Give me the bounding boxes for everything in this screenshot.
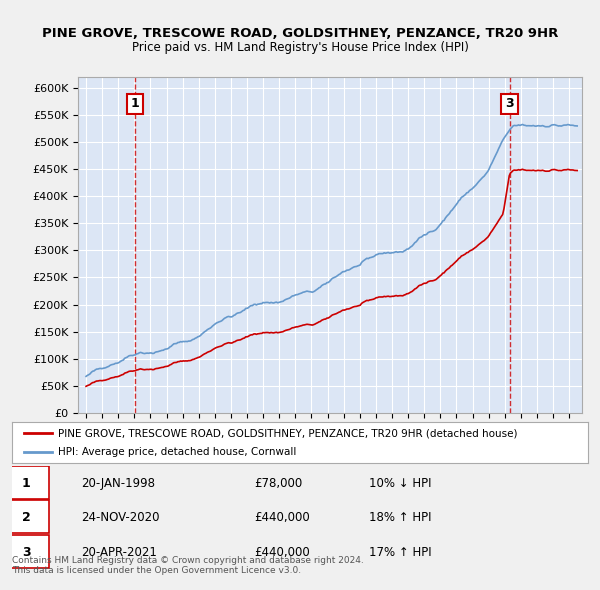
Text: 24-NOV-2020: 24-NOV-2020 xyxy=(81,511,160,525)
Text: £440,000: £440,000 xyxy=(254,546,310,559)
Text: 3: 3 xyxy=(22,546,31,559)
Text: 1: 1 xyxy=(22,477,31,490)
Text: Contains HM Land Registry data © Crown copyright and database right 2024.
This d: Contains HM Land Registry data © Crown c… xyxy=(12,556,364,575)
Text: Price paid vs. HM Land Registry's House Price Index (HPI): Price paid vs. HM Land Registry's House … xyxy=(131,41,469,54)
Text: 18% ↑ HPI: 18% ↑ HPI xyxy=(369,511,431,525)
Text: 3: 3 xyxy=(505,97,514,110)
Text: 20-JAN-1998: 20-JAN-1998 xyxy=(81,477,155,490)
Text: 10% ↓ HPI: 10% ↓ HPI xyxy=(369,477,431,490)
Text: £440,000: £440,000 xyxy=(254,511,310,525)
Text: 1: 1 xyxy=(131,97,140,110)
Text: HPI: Average price, detached house, Cornwall: HPI: Average price, detached house, Corn… xyxy=(58,447,296,457)
Text: 17% ↑ HPI: 17% ↑ HPI xyxy=(369,546,432,559)
FancyBboxPatch shape xyxy=(4,535,49,568)
Text: 2: 2 xyxy=(22,511,31,525)
Text: PINE GROVE, TRESCOWE ROAD, GOLDSITHNEY, PENZANCE, TR20 9HR (detached house): PINE GROVE, TRESCOWE ROAD, GOLDSITHNEY, … xyxy=(58,428,518,438)
Text: 20-APR-2021: 20-APR-2021 xyxy=(81,546,157,559)
Text: £78,000: £78,000 xyxy=(254,477,302,490)
FancyBboxPatch shape xyxy=(4,466,49,499)
Text: PINE GROVE, TRESCOWE ROAD, GOLDSITHNEY, PENZANCE, TR20 9HR: PINE GROVE, TRESCOWE ROAD, GOLDSITHNEY, … xyxy=(42,27,558,40)
FancyBboxPatch shape xyxy=(4,500,49,533)
